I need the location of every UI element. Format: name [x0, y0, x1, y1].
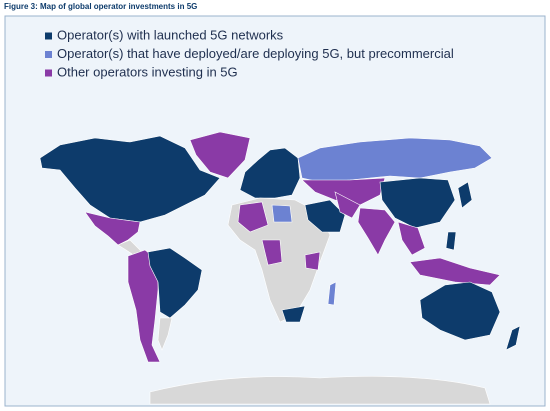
china [379, 177, 456, 229]
figure-title: Figure 3: Map of global operator investm… [4, 2, 198, 11]
south-africa [281, 305, 306, 323]
madagascar [327, 281, 337, 306]
legend-swatch [45, 69, 52, 77]
north-america [39, 135, 221, 223]
arabia [304, 199, 346, 233]
argentina [157, 317, 173, 351]
brazil [147, 247, 203, 319]
legend: Operator(s) with launched 5G networks Ope… [45, 27, 454, 79]
central-africa [261, 239, 283, 266]
japan-korea [457, 181, 473, 209]
legend-label: Operator(s) that have deployed/are deplo… [57, 46, 454, 61]
central-asia [301, 177, 386, 206]
east-africa [304, 251, 321, 271]
mexico [84, 211, 141, 246]
philippines [445, 231, 457, 251]
north-africa-west [237, 201, 269, 233]
india [357, 207, 396, 256]
indonesia [409, 257, 501, 286]
greenland [189, 131, 251, 179]
southeast-asia [397, 221, 426, 256]
australia [419, 281, 501, 341]
antarctica [149, 376, 491, 405]
legend-label: Operator(s) with launched 5G networks [57, 27, 284, 42]
legend-label: Other operators investing in 5G [57, 64, 238, 79]
world-map [39, 131, 521, 405]
legend-swatch [45, 51, 52, 58]
new-zealand [505, 325, 521, 351]
iran [334, 191, 361, 219]
legend-swatch [45, 32, 52, 40]
libya [271, 204, 293, 223]
